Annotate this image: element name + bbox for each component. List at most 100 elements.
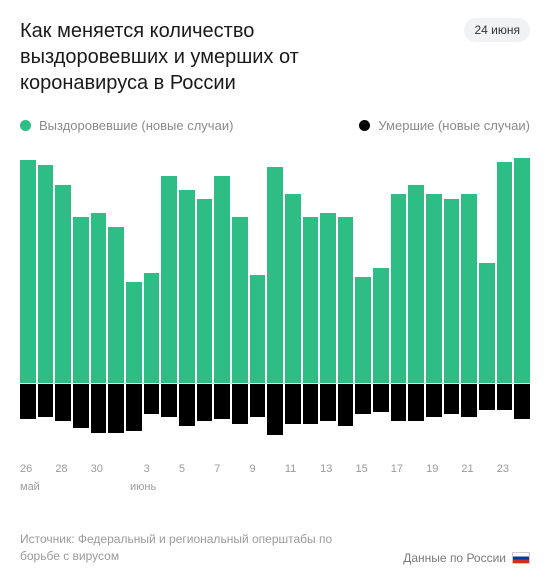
bar-deaths <box>320 384 336 421</box>
flag-russia-icon <box>512 552 530 564</box>
bar-deaths <box>461 384 477 417</box>
bar-recovered <box>479 263 495 383</box>
date-badge: 24 июня <box>464 18 530 42</box>
bar-recovered <box>285 194 301 383</box>
bar-deaths <box>303 384 319 424</box>
bar-deaths <box>38 384 54 417</box>
bar-recovered <box>38 165 54 384</box>
x-tick <box>161 463 177 477</box>
x-tick <box>73 463 89 477</box>
bar-deaths <box>214 384 230 419</box>
x-tick <box>303 463 319 477</box>
chart-legend: Выздоровевшие (новые случаи) Умершие (но… <box>20 118 530 133</box>
x-tick <box>514 463 530 477</box>
bar-deaths <box>161 384 177 417</box>
bar-recovered <box>320 213 336 383</box>
bar-deaths <box>267 384 283 435</box>
bar-recovered <box>267 167 283 383</box>
chart: 262830357911131517192123 май июнь <box>20 153 530 493</box>
x-tick: 21 <box>461 463 477 477</box>
bars-deaths <box>20 384 530 454</box>
bar-recovered <box>444 199 460 383</box>
bar-recovered <box>461 194 477 383</box>
x-tick: 17 <box>391 463 407 477</box>
bar-recovered <box>126 282 142 383</box>
country-text: Данные по России <box>403 551 506 565</box>
bar-deaths <box>197 384 213 421</box>
bar-recovered <box>91 213 107 383</box>
bar-recovered <box>108 227 124 383</box>
x-tick: 19 <box>426 463 442 477</box>
x-tick <box>444 463 460 477</box>
bar-recovered <box>73 217 89 383</box>
source-text: Источник: Федеральный и региональный опе… <box>20 531 350 565</box>
x-axis: 262830357911131517192123 <box>20 463 530 477</box>
legend-dot-deaths <box>359 120 370 131</box>
bar-deaths <box>108 384 124 433</box>
bar-recovered <box>338 217 354 383</box>
bar-deaths <box>144 384 160 414</box>
bar-recovered <box>391 194 407 383</box>
bar-recovered <box>55 185 71 383</box>
x-tick: 23 <box>497 463 513 477</box>
bar-recovered <box>426 194 442 383</box>
country-label: Данные по России <box>403 551 530 565</box>
x-tick: 15 <box>355 463 371 477</box>
bar-deaths <box>20 384 36 419</box>
x-axis-months: май июнь <box>20 481 530 493</box>
x-tick: 9 <box>250 463 266 477</box>
x-tick <box>373 463 389 477</box>
bar-recovered <box>214 176 230 383</box>
x-tick <box>479 463 495 477</box>
x-tick <box>338 463 354 477</box>
bar-recovered <box>497 162 513 383</box>
bar-recovered <box>303 217 319 383</box>
bar-deaths <box>444 384 460 414</box>
bar-deaths <box>479 384 495 410</box>
bar-recovered <box>250 275 266 383</box>
bar-recovered <box>144 273 160 383</box>
bar-recovered <box>161 176 177 383</box>
x-tick: 30 <box>91 463 107 477</box>
x-tick: 13 <box>320 463 336 477</box>
bar-recovered <box>197 199 213 383</box>
x-tick <box>232 463 248 477</box>
bar-deaths <box>373 384 389 412</box>
bar-recovered <box>373 268 389 383</box>
x-tick: 3 <box>144 463 160 477</box>
legend-label-recovered: Выздоровевшие (новые случаи) <box>39 118 233 133</box>
bar-deaths <box>250 384 266 417</box>
bar-recovered <box>355 277 371 383</box>
legend-label-deaths: Умершие (новые случаи) <box>378 118 530 133</box>
x-tick: 28 <box>55 463 71 477</box>
bar-deaths <box>179 384 195 426</box>
bar-deaths <box>355 384 371 414</box>
month-label-june: июнь <box>130 481 156 493</box>
bar-deaths <box>73 384 89 428</box>
bar-recovered <box>179 190 195 383</box>
bar-deaths <box>408 384 424 421</box>
bar-deaths <box>391 384 407 421</box>
bar-recovered <box>20 160 36 383</box>
x-tick <box>108 463 124 477</box>
bar-deaths <box>514 384 530 419</box>
bar-recovered <box>408 185 424 383</box>
legend-dot-recovered <box>20 120 31 131</box>
x-tick <box>267 463 283 477</box>
legend-deaths: Умершие (новые случаи) <box>359 118 530 133</box>
page-title: Как меняется количество выздоровевших и … <box>20 18 380 96</box>
x-tick <box>126 463 142 477</box>
x-tick: 26 <box>20 463 36 477</box>
legend-recovered: Выздоровевшие (новые случаи) <box>20 118 233 133</box>
bar-deaths <box>232 384 248 424</box>
x-tick <box>408 463 424 477</box>
bar-deaths <box>338 384 354 426</box>
bar-recovered <box>514 158 530 383</box>
bar-deaths <box>126 384 142 431</box>
bar-deaths <box>497 384 513 410</box>
x-tick: 7 <box>214 463 230 477</box>
bars-recovered <box>20 153 530 383</box>
bar-recovered <box>232 217 248 383</box>
month-label-may: май <box>20 481 130 493</box>
bar-deaths <box>426 384 442 417</box>
